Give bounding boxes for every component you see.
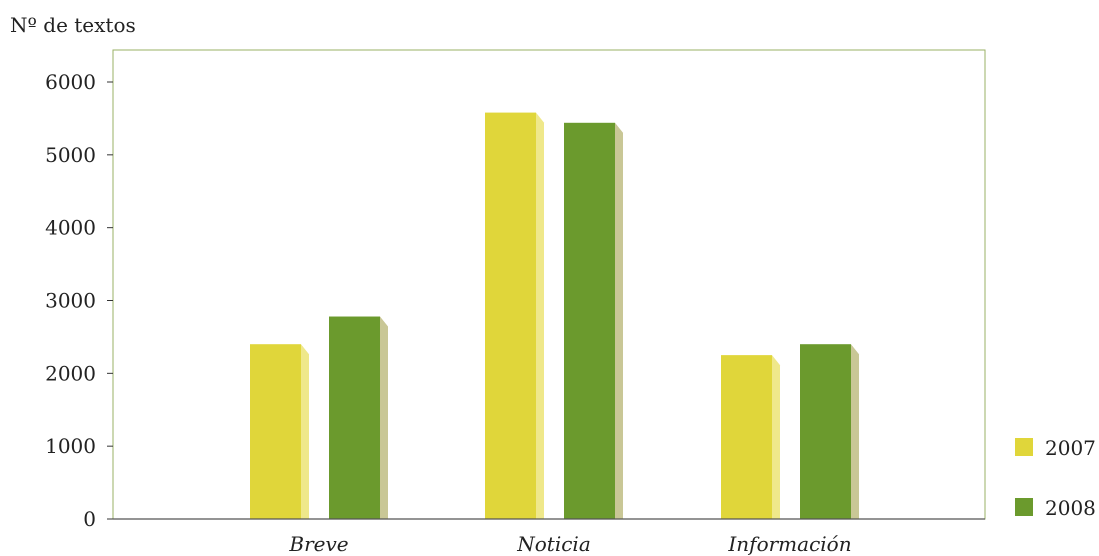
- legend: 2007 2008: [1015, 436, 1096, 520]
- legend-swatch-2007: [1015, 438, 1033, 456]
- y-tick-label: 0: [83, 507, 96, 531]
- y-tick-label: 6000: [45, 70, 96, 94]
- legend-label-2007: 2007: [1045, 436, 1096, 460]
- y-tick-label: 4000: [45, 216, 96, 240]
- bars: [113, 112, 985, 520]
- legend-swatch-2008: [1015, 498, 1033, 516]
- bar-noticia-2008: [564, 122, 615, 519]
- bar-noticia-2007: [485, 112, 536, 519]
- bar-side: [851, 344, 859, 519]
- x-category-label: Breve: [288, 532, 348, 556]
- y-tick-label: 1000: [45, 434, 96, 458]
- bar-breve-2008: [329, 316, 380, 519]
- x-category-label: Noticia: [516, 532, 591, 556]
- y-tick-label: 2000: [45, 361, 96, 385]
- bar-información-2007: [721, 355, 772, 519]
- bar-side: [772, 355, 780, 519]
- y-axis-label: Nº de textos: [10, 13, 136, 37]
- y-tick-label: 5000: [45, 143, 96, 167]
- bar-side: [380, 316, 388, 519]
- x-category-label: Información: [727, 532, 851, 556]
- y-axis-ticks: 0 1000 2000 3000 4000 5000 6000: [45, 70, 113, 531]
- bar-side: [615, 122, 623, 519]
- bar-breve-2007: [250, 344, 301, 519]
- y-tick-label: 3000: [45, 289, 96, 313]
- bar-side: [301, 344, 309, 519]
- legend-label-2008: 2008: [1045, 496, 1096, 520]
- x-axis-categories: Breve Noticia Información: [288, 532, 851, 556]
- bar-información-2008: [800, 344, 851, 519]
- bar-side: [536, 112, 544, 519]
